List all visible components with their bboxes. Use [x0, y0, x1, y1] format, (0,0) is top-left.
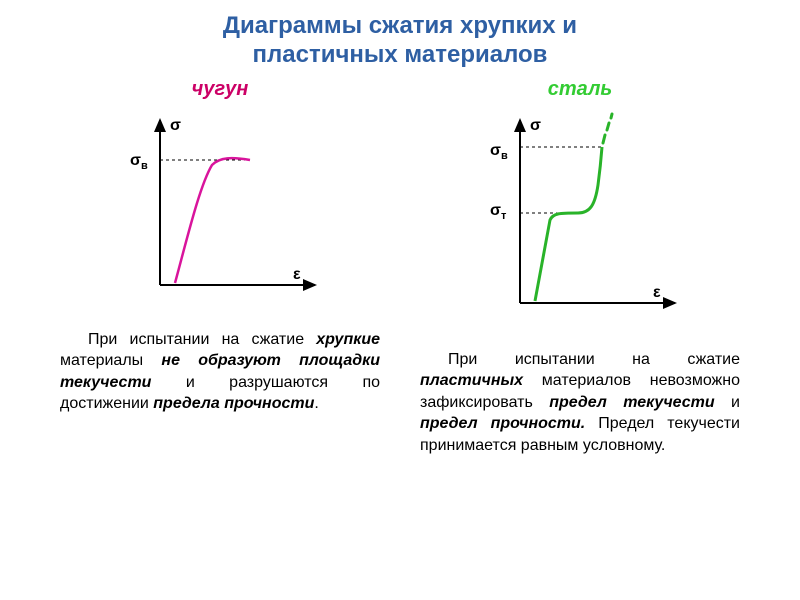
left-chart: σ ε σв: [100, 105, 340, 315]
text: и: [715, 394, 740, 411]
bold-text: предел прочности.: [420, 415, 585, 432]
slide-title: Диаграммы сжатия хрупких и пластичных ма…: [0, 0, 800, 70]
sigma-v-label: σв: [130, 152, 148, 172]
right-description: При испытании на сжатие пластичных матер…: [420, 349, 740, 457]
bold-text: предела прочности: [153, 395, 314, 412]
x-axis-label: ε: [653, 284, 661, 301]
left-description: При испытании на сжатие хрупкие материал…: [60, 329, 380, 415]
left-material-label: чугун: [192, 78, 249, 101]
y-axis-label: σ: [170, 117, 181, 134]
text: материалы: [60, 352, 161, 369]
right-chart: σ ε σв σт: [460, 105, 700, 335]
x-axis-label: ε: [293, 266, 301, 283]
title-line-2: пластичных материалов: [0, 41, 800, 70]
columns-container: чугун σ ε σв При испытании на: [0, 78, 800, 457]
sigma-v-label: σв: [490, 142, 508, 162]
bold-text: хрупкие: [316, 331, 380, 348]
text: При испытании на сжатие: [448, 351, 740, 368]
compression-curve: [175, 158, 250, 283]
text: .: [314, 395, 318, 412]
sigma-t-label: σт: [490, 202, 507, 222]
bold-text: предел текучести: [549, 394, 714, 411]
compression-curve: [535, 147, 602, 301]
left-chart-svg: σ ε σв: [100, 105, 340, 315]
right-column: сталь σ ε σв σт: [410, 78, 750, 457]
title-line-1: Диаграммы сжатия хрупких и: [0, 12, 800, 41]
right-chart-svg: σ ε σв σт: [460, 105, 700, 335]
left-column: чугун σ ε σв При испытании на: [50, 78, 390, 457]
curve-dotted-tail: [603, 114, 612, 143]
bold-text: пластичных: [420, 372, 523, 389]
y-axis-label: σ: [530, 117, 541, 134]
text: При испытании на сжатие: [88, 331, 316, 348]
right-material-label: сталь: [548, 78, 613, 101]
